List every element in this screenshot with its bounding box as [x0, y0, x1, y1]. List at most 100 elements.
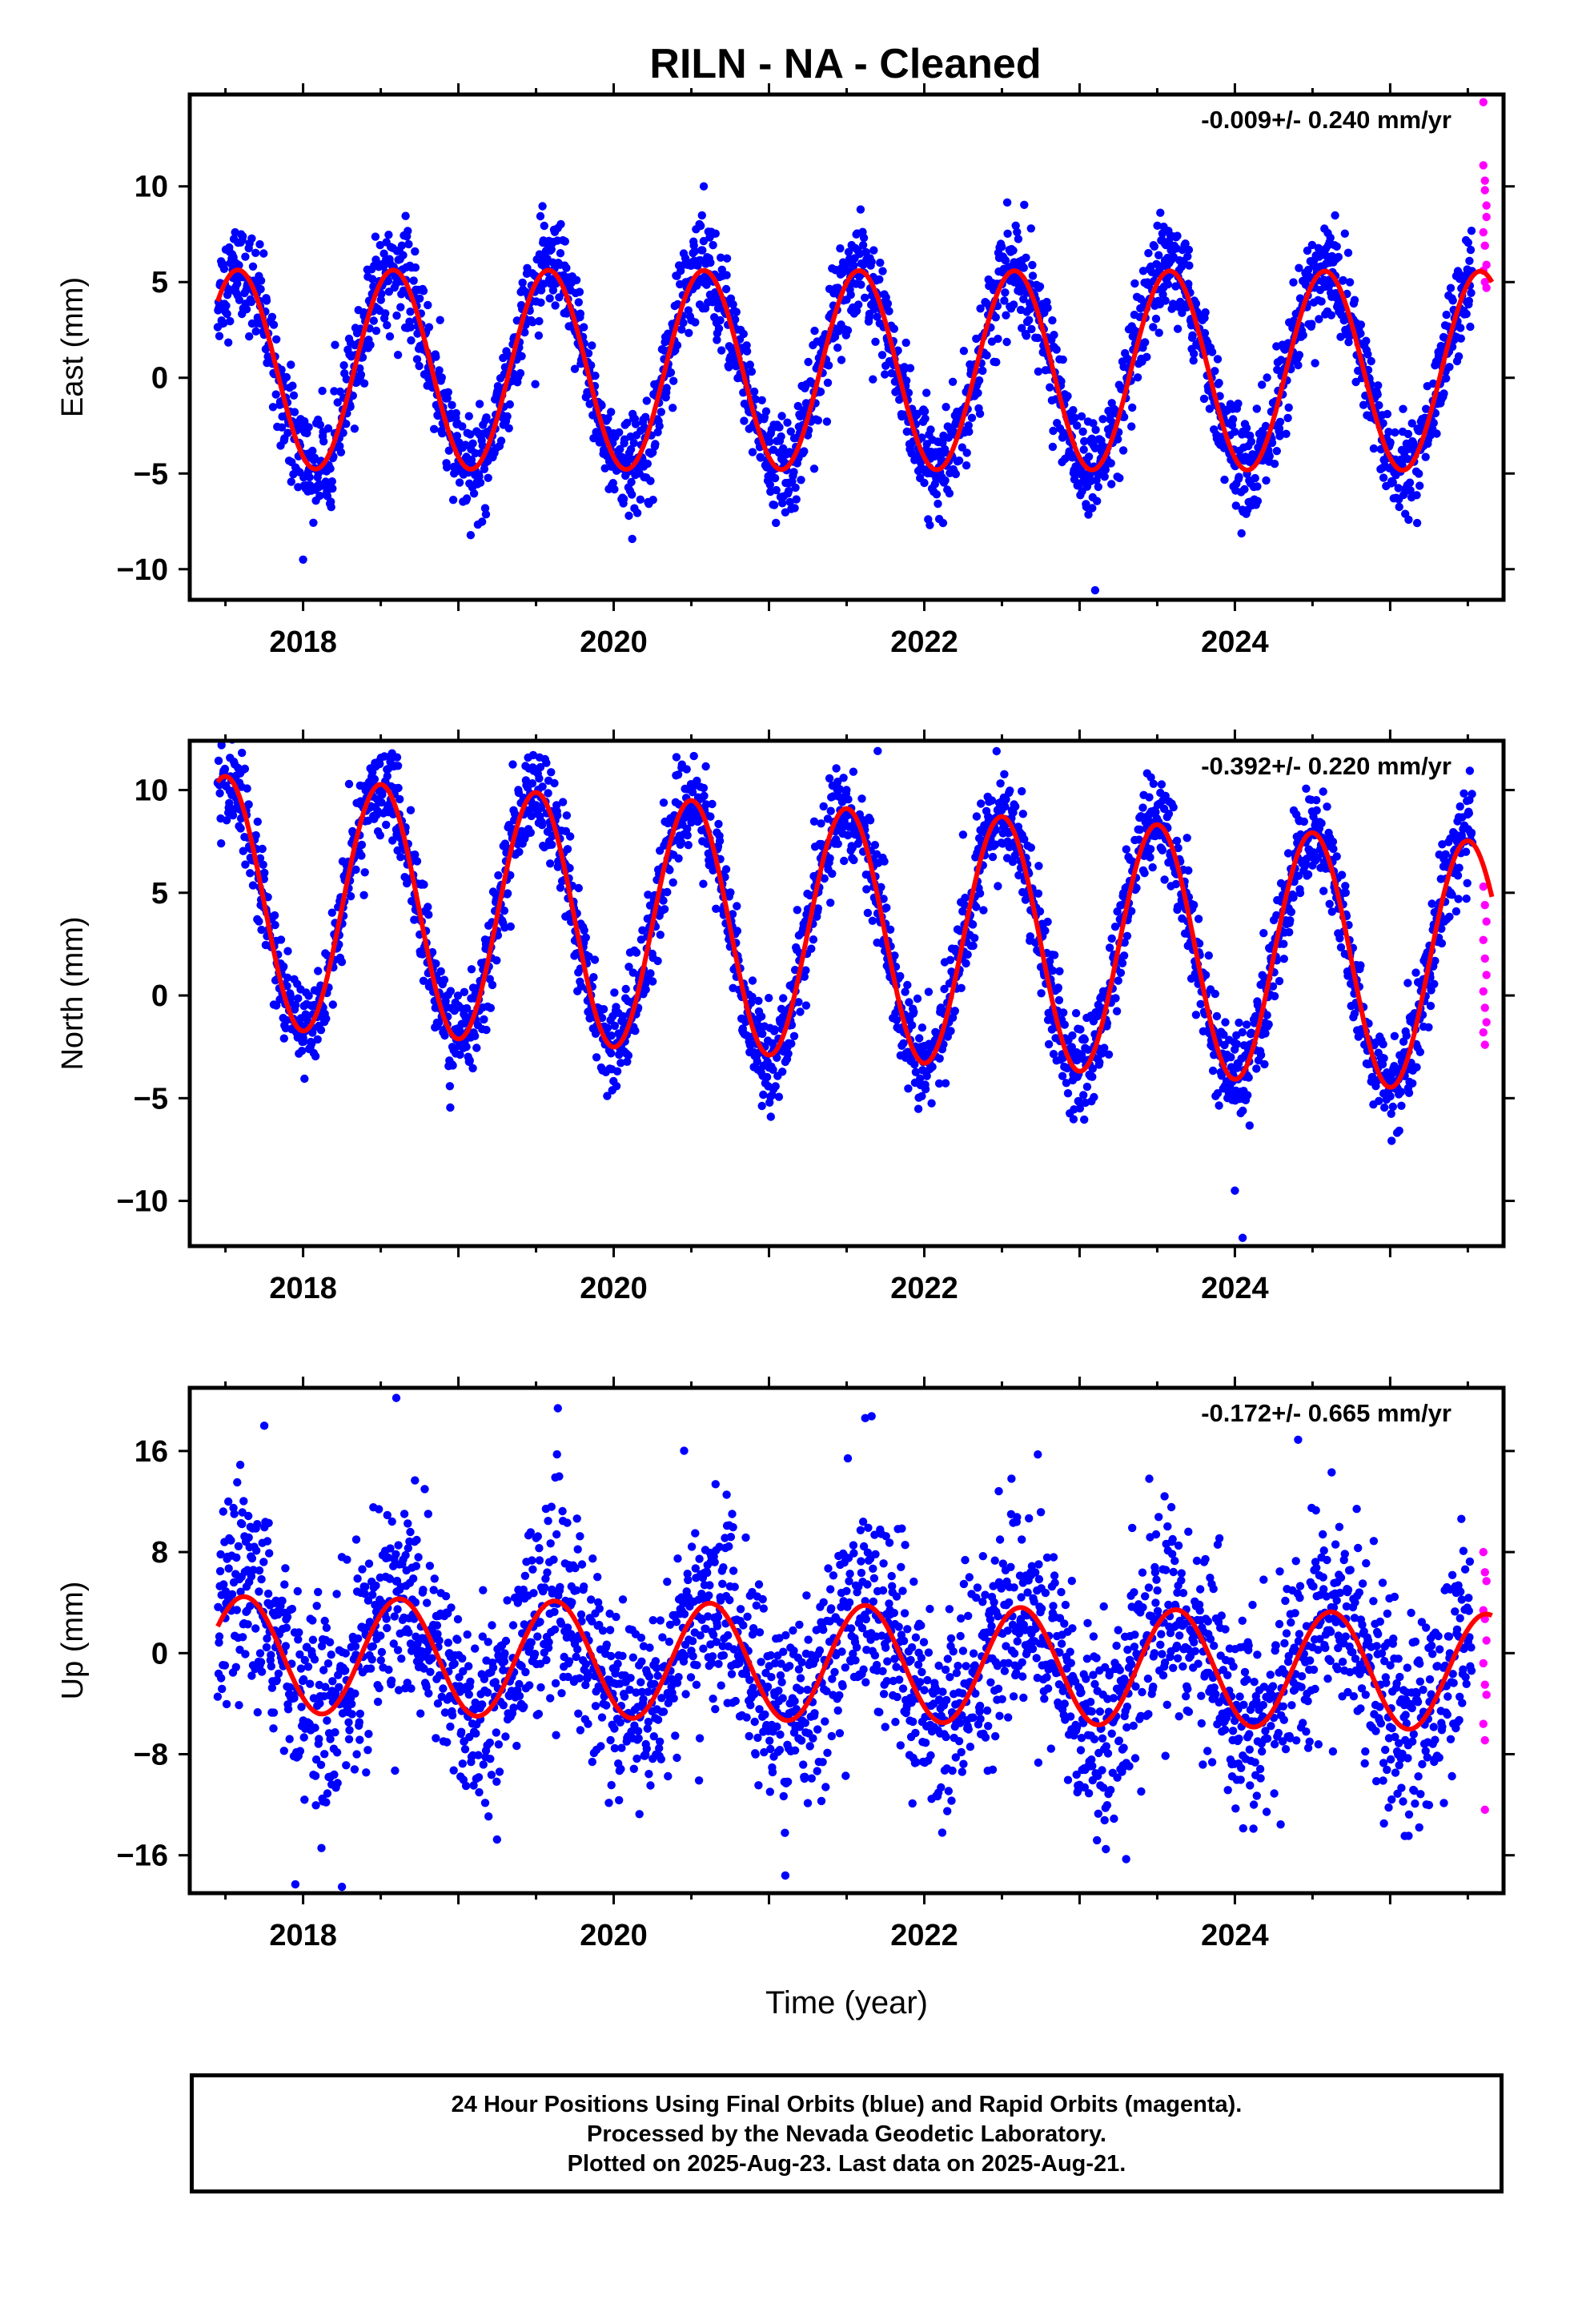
final-orbit-point	[870, 841, 880, 850]
final-orbit-point	[440, 1031, 449, 1040]
final-orbit-point	[1184, 866, 1193, 875]
final-orbit-point	[883, 299, 893, 308]
final-orbit-point	[800, 972, 809, 981]
final-orbit-point	[294, 994, 303, 1003]
final-orbit-point	[685, 328, 693, 337]
final-orbit-point	[241, 252, 250, 261]
final-orbit-point	[1275, 976, 1284, 986]
final-orbit-point	[240, 764, 250, 774]
final-orbit-point	[326, 464, 335, 473]
final-orbit-point	[857, 794, 866, 803]
final-orbit-point	[1122, 845, 1131, 854]
final-orbit-point	[536, 762, 545, 772]
final-orbit-point	[1116, 968, 1126, 978]
final-orbit-point	[1068, 1031, 1077, 1040]
final-orbit-point	[871, 337, 880, 346]
final-orbit-point	[796, 1007, 805, 1016]
final-orbit-point	[996, 779, 1005, 788]
final-orbit-point	[1212, 1011, 1222, 1021]
final-orbit-point	[621, 984, 630, 994]
final-orbit-point	[393, 351, 403, 360]
final-orbit-point	[1215, 379, 1223, 388]
final-orbit-point	[443, 394, 452, 403]
final-orbit-point	[597, 401, 606, 410]
final-orbit-point	[856, 205, 865, 214]
final-orbit-point	[1215, 1101, 1223, 1110]
final-orbit-point	[1466, 322, 1475, 332]
final-orbit-point	[1464, 238, 1473, 247]
final-orbit-point	[1356, 329, 1365, 338]
final-orbit-point	[357, 851, 366, 860]
final-orbit-point	[508, 760, 517, 769]
final-orbit-point	[313, 1035, 322, 1044]
final-orbit-point	[790, 966, 800, 975]
final-orbit-point	[877, 351, 887, 360]
final-orbit-point	[257, 925, 266, 935]
final-orbit-point	[462, 1043, 471, 1051]
final-orbit-point	[383, 320, 391, 330]
final-orbit-point	[1150, 242, 1159, 251]
final-orbit-point	[251, 327, 260, 336]
final-orbit-point	[1190, 349, 1199, 358]
final-orbit-point	[482, 1025, 491, 1035]
final-orbit-point	[1052, 345, 1061, 354]
rapid-orbit-point	[1482, 212, 1491, 222]
final-orbit-point	[1009, 300, 1018, 309]
final-orbit-point	[342, 375, 351, 384]
final-orbit-point	[682, 765, 691, 774]
final-orbit-point	[1079, 1091, 1088, 1100]
final-orbit-point	[629, 439, 638, 448]
final-orbit-point	[297, 1047, 307, 1055]
final-orbit-point	[436, 967, 445, 976]
final-orbit-point	[975, 889, 985, 898]
final-orbit-point	[901, 987, 909, 996]
final-orbit-point	[1046, 383, 1054, 392]
final-orbit-point	[862, 885, 871, 894]
final-orbit-point	[972, 903, 981, 911]
final-orbit-point	[757, 396, 766, 404]
final-orbit-point	[1415, 469, 1423, 478]
final-orbit-point	[465, 1056, 474, 1065]
final-orbit-point	[1018, 786, 1026, 796]
final-orbit-point	[1395, 502, 1403, 512]
final-orbit-point	[1220, 475, 1229, 485]
final-orbit-point	[1080, 1035, 1090, 1044]
final-orbit-point	[683, 824, 692, 834]
final-orbit-point	[1043, 304, 1052, 312]
final-orbit-point	[1219, 1030, 1228, 1039]
final-orbit-point	[876, 258, 885, 267]
final-orbit-point	[1356, 320, 1366, 329]
final-orbit-point	[518, 278, 527, 287]
final-orbit-point	[774, 1092, 784, 1101]
final-orbit-point	[879, 895, 888, 903]
final-orbit-point	[503, 889, 512, 898]
final-orbit-point	[1079, 445, 1088, 454]
final-orbit-point	[913, 1104, 923, 1113]
final-orbit-point	[222, 301, 231, 310]
final-orbit-point	[314, 967, 323, 975]
final-orbit-point	[327, 908, 336, 917]
final-orbit-point	[773, 1053, 781, 1063]
panel-frame	[187, 92, 1506, 602]
final-orbit-point	[698, 246, 707, 255]
final-orbit-point	[840, 856, 849, 866]
final-orbit-point	[784, 486, 793, 496]
final-orbit-point	[1429, 419, 1439, 428]
final-orbit-point	[926, 521, 934, 529]
final-orbit-point	[1403, 429, 1413, 439]
final-orbit-point	[239, 846, 247, 855]
final-orbit-point	[304, 991, 313, 1000]
final-orbit-point	[1028, 271, 1038, 280]
final-orbit-point	[1258, 380, 1267, 389]
final-orbit-point	[523, 263, 532, 272]
final-orbit-point	[826, 899, 835, 907]
final-orbit-point	[1107, 934, 1116, 943]
final-orbit-point	[551, 301, 560, 310]
final-orbit-point	[1208, 1066, 1218, 1076]
final-orbit-point	[991, 313, 1001, 322]
final-orbit-point	[1445, 363, 1454, 372]
final-orbit-point	[218, 702, 226, 710]
final-orbit-point	[445, 1082, 455, 1091]
final-orbit-point	[1002, 198, 1012, 207]
final-orbit-point	[1144, 248, 1153, 258]
